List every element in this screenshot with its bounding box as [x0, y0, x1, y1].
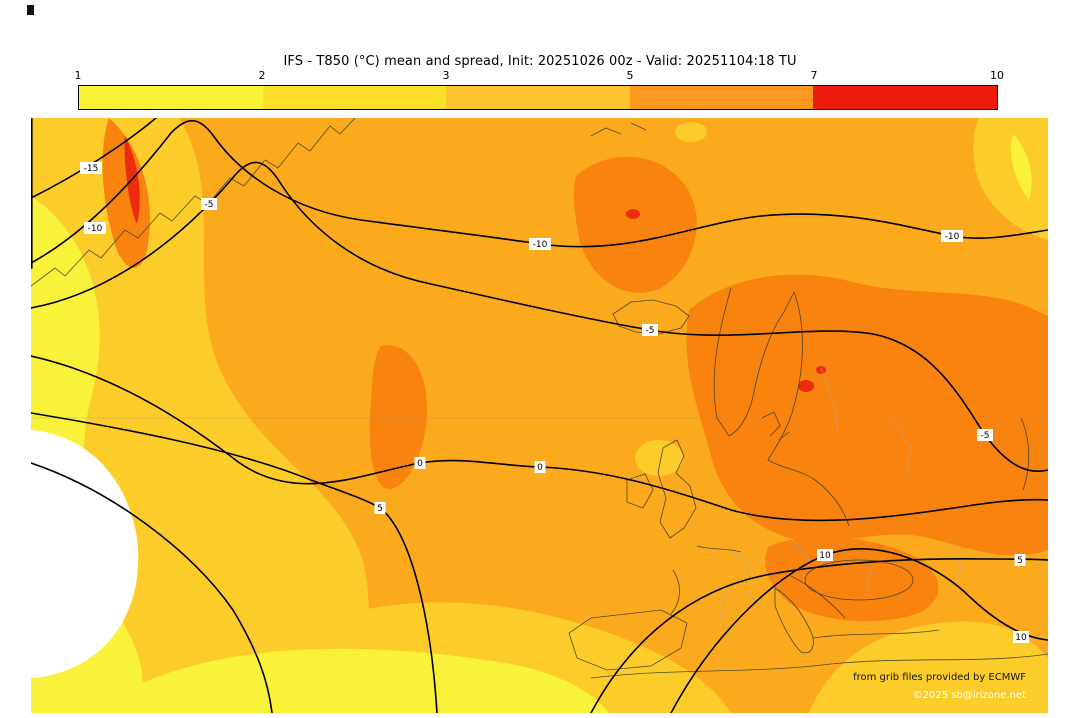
coastline-iceland: [612, 299, 690, 335]
coastline-britain: [657, 439, 697, 539]
contour-label: -5: [642, 324, 658, 336]
svg-text:-5: -5: [205, 200, 214, 210]
contour-label: 0: [534, 461, 546, 473]
svg-text:5: 5: [377, 504, 383, 514]
border-line: [788, 535, 810, 583]
isotherm-plus5-west: [31, 412, 438, 713]
border-line: [820, 367, 838, 437]
coastline-sweden-baltic: [767, 291, 850, 527]
colorbar: [78, 85, 998, 110]
coastline-iberia: [568, 609, 688, 671]
spread-fill-regions: [31, 118, 1048, 713]
map-region-dark-svalbard: [573, 156, 697, 293]
svg-text:0: 0: [537, 463, 543, 473]
map-region-dark-black-sea: [765, 536, 939, 622]
svg-text:5: 5: [1017, 556, 1023, 566]
coastline-svalbard: [590, 122, 647, 137]
coastline-caspian: [1020, 417, 1030, 491]
svg-text:-5: -5: [981, 431, 990, 441]
coastline-norway: [713, 287, 795, 437]
svg-text:10: 10: [1015, 633, 1027, 643]
isotherm-plus5-east: [590, 557, 1048, 713]
contour-label: -15: [80, 162, 102, 174]
border-line: [950, 537, 962, 589]
contour-label: -5: [201, 198, 217, 210]
colorbar-tick-label: 1: [74, 69, 82, 82]
border-line: [850, 545, 872, 599]
map-region-dark-greenland-streak: [102, 118, 150, 268]
contour-label: -10: [529, 238, 551, 250]
contour-label: 10: [1013, 631, 1029, 643]
svg-text:-5: -5: [646, 326, 655, 336]
map-region-dark-iceland-streak: [369, 345, 427, 490]
contour-label: 5: [374, 502, 386, 514]
colorbar-tick-label: 10: [990, 69, 1004, 82]
isotherm-plus10: [670, 548, 1048, 713]
svg-text:-15: -15: [84, 164, 99, 174]
coastline-anatolia: [812, 629, 940, 639]
map-credits: from grib files provided by ECMWF ©2025 …: [853, 669, 1026, 705]
coastline-black-sea: [804, 559, 914, 601]
colorbar-tick-label: 5: [626, 69, 634, 82]
contour-label: -10: [941, 230, 963, 242]
contour-label: -10: [84, 222, 106, 234]
map-region-yellow-bottom: [89, 648, 609, 713]
colorbar-tick-label: 3: [442, 69, 450, 82]
border-line: [730, 545, 762, 609]
coastline-balkans: [790, 575, 846, 619]
svg-text:-10: -10: [533, 240, 548, 250]
coastline-ireland: [626, 473, 654, 509]
map-region-red-baltic-spot: [798, 380, 814, 392]
colorbar-segment: [813, 86, 997, 109]
contour-label: 5: [1014, 554, 1026, 566]
isotherm-minus15: [31, 118, 157, 199]
map-region-yellow-top-right: [1010, 134, 1032, 200]
chart-title: IFS - T850 (°C) mean and spread, Init: 2…: [283, 54, 797, 69]
colorbar-tick-label: 7: [810, 69, 818, 82]
isotherm-minus5: [31, 161, 1048, 473]
contour-label: 0: [414, 457, 426, 469]
colorbar-segment: [629, 86, 814, 109]
svg-text:0: 0: [417, 459, 423, 469]
coastline-north-africa: [590, 653, 1048, 679]
coastline-denmark: [761, 411, 790, 441]
map-region-gold-bottom-right: [809, 621, 1048, 713]
map-region-gold-atlantic-spot: [635, 440, 683, 476]
isotherm-minus10: [31, 120, 1048, 264]
contour-label: 10: [817, 549, 833, 561]
svg-text:-10: -10: [945, 232, 960, 242]
colorbar-tick-label: 2: [258, 69, 266, 82]
credits-source: from grib files provided by ECMWF: [853, 672, 1026, 683]
svg-text:10: 10: [819, 551, 831, 561]
border-line: [718, 585, 732, 643]
map-region-dark-scandinavia: [686, 274, 1048, 556]
border-line: [890, 417, 912, 479]
map-region-red-svalbard-spot: [626, 209, 640, 219]
contour-labels: -15 -10 -10 -10 -5 -5: [80, 162, 1029, 643]
map-region-gold-top-right: [973, 118, 1048, 240]
isotherm-trough-line: [31, 462, 273, 713]
forecast-map: -15 -10 -10 -10 -5 -5: [31, 118, 1048, 713]
colorbar-segment: [446, 86, 630, 109]
map-region-red-baltic-spot-2: [816, 366, 826, 374]
contour-label: -5: [977, 429, 993, 441]
map-region-white-low-spread: [31, 430, 139, 678]
coastline-italy: [774, 587, 814, 654]
country-borders: [718, 367, 962, 643]
colorbar-segment: [79, 86, 263, 109]
map-region-gold-top-spot: [675, 122, 707, 142]
svg-text:-10: -10: [88, 224, 103, 234]
colorbar-segment: [262, 86, 447, 109]
coastline-france: [670, 545, 742, 615]
credits-copyright: ©2025 sb@irizone.net: [912, 690, 1026, 701]
corner-mark: [27, 5, 34, 15]
